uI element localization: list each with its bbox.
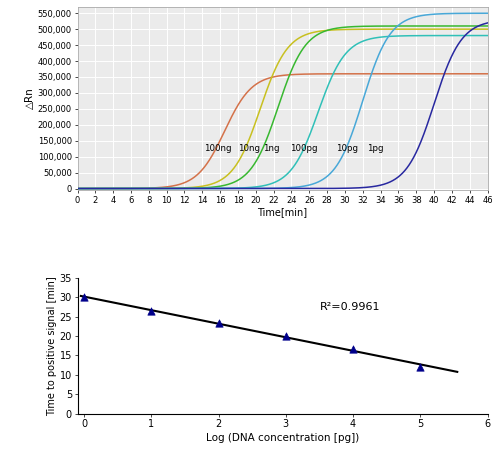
Y-axis label: △Rn: △Rn bbox=[25, 88, 35, 109]
Point bbox=[80, 293, 88, 301]
Text: 10ng: 10ng bbox=[238, 144, 260, 153]
X-axis label: Log (DNA concentration [pg]): Log (DNA concentration [pg]) bbox=[206, 433, 359, 443]
Text: R²=0.9961: R²=0.9961 bbox=[320, 302, 380, 312]
Text: 1ng: 1ng bbox=[263, 144, 280, 153]
Text: 10pg: 10pg bbox=[336, 144, 358, 153]
Y-axis label: Time to positive signal [min]: Time to positive signal [min] bbox=[46, 276, 56, 415]
Text: 100ng: 100ng bbox=[204, 144, 232, 153]
Point bbox=[214, 319, 222, 327]
X-axis label: Time[min]: Time[min] bbox=[258, 207, 308, 218]
Point bbox=[416, 363, 424, 370]
Point bbox=[148, 307, 156, 314]
Text: 100pg: 100pg bbox=[290, 144, 317, 153]
Text: 1pg: 1pg bbox=[367, 144, 384, 153]
Point bbox=[282, 333, 290, 340]
Point bbox=[349, 345, 357, 352]
